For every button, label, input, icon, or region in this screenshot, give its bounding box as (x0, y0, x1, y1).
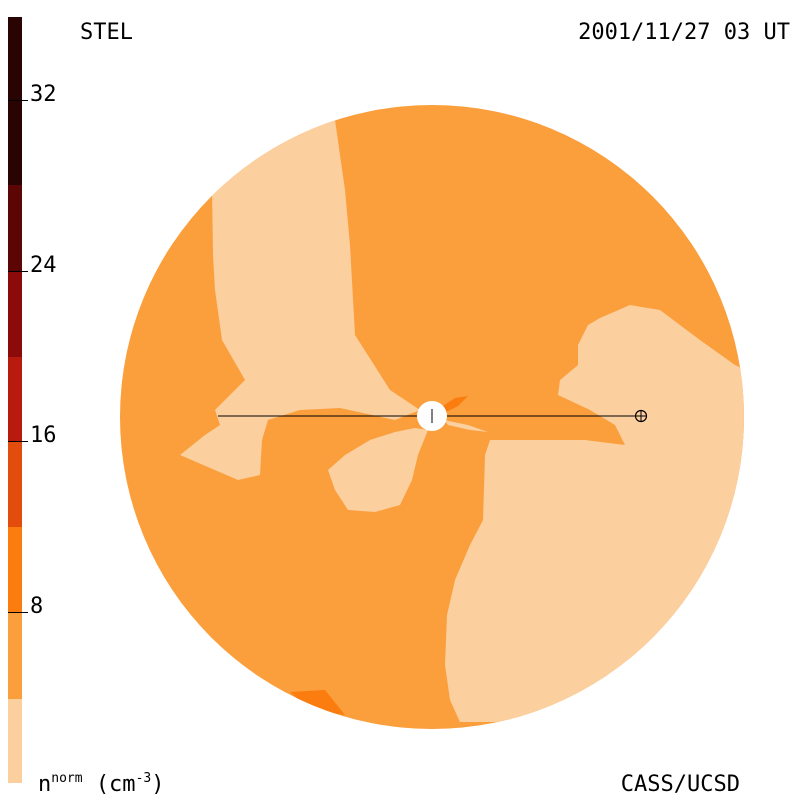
credit-label: CASS/UCSD (620, 772, 740, 797)
low-density-sliver-center (444, 420, 488, 432)
unit-paren: (cm (95, 772, 136, 797)
colorbar-bands (8, 17, 22, 783)
colorbar-tick-16 (8, 441, 28, 442)
colorbar-label-8: 8 (30, 594, 44, 619)
low-density-region-upper-left (180, 115, 420, 480)
density-unit-label: nnorm (cm-3) (38, 771, 165, 797)
colorbar-tick-32 (8, 100, 28, 101)
unit-superscript: norm (51, 771, 83, 786)
colorbar-label-32: 32 (30, 82, 57, 107)
colorbar-label-24: 24 (30, 253, 57, 278)
unit-exponent: -3 (135, 771, 152, 786)
colorbar-tick-24 (8, 271, 28, 272)
unit-base: n (38, 772, 52, 797)
timestamp-label: 2001/11/27 03 UT (578, 20, 790, 45)
high-density-patch-center (440, 396, 468, 412)
colorbar-tick-8 (8, 612, 28, 613)
high-density-patch-bottom (290, 690, 345, 715)
instrument-label: STEL (80, 20, 133, 45)
colorbar-label-16: 16 (30, 423, 57, 448)
low-density-region-center (328, 428, 428, 512)
low-density-region-right (445, 305, 744, 722)
unit-close: ) (151, 772, 165, 797)
